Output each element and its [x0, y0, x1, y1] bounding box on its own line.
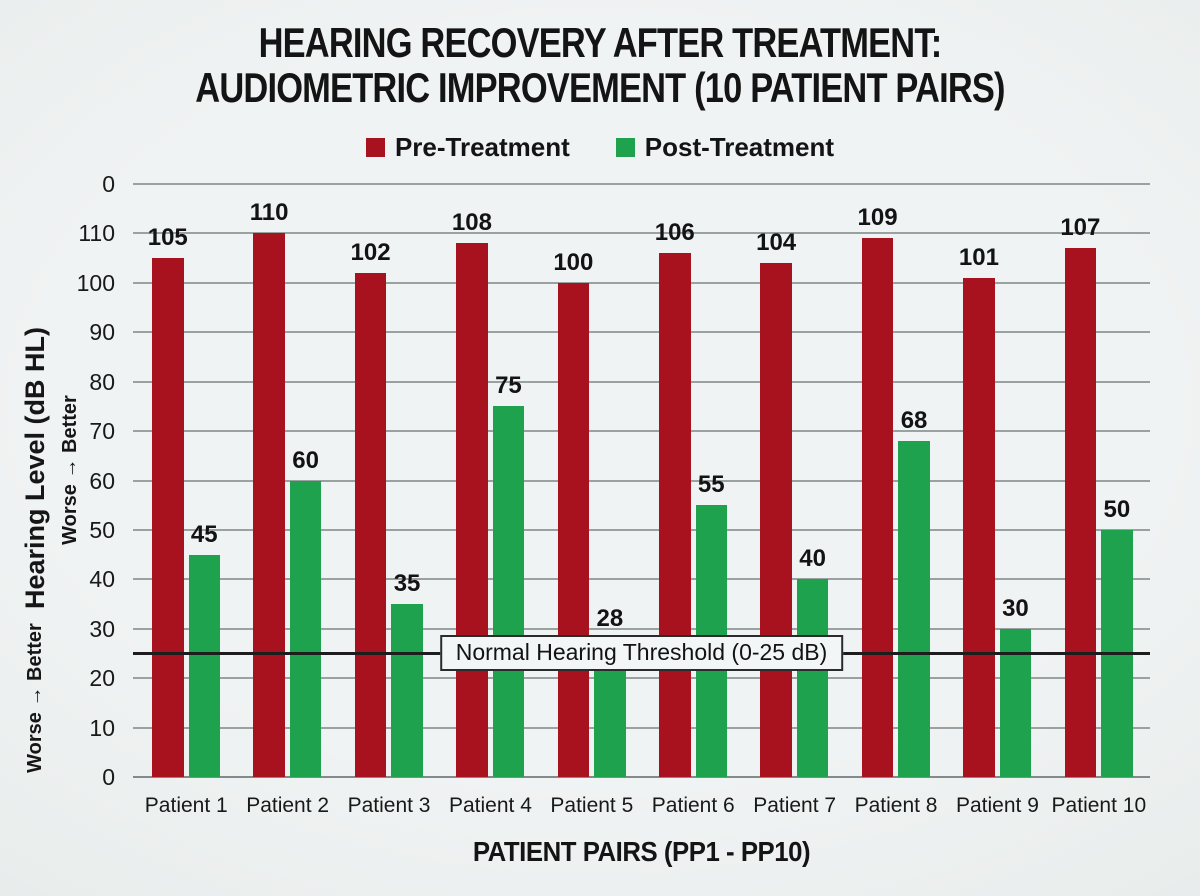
bar-pre-treatment-patient-6 [659, 253, 691, 777]
chart-title: HEARING RECOVERY AFTER TREATMENT: AUDIOM… [108, 20, 1092, 110]
y-tick-label: 100 [76, 269, 115, 296]
bar-value-label: 55 [697, 471, 725, 499]
gridline-110 [133, 232, 1150, 235]
bar-value-label: 105 [147, 224, 188, 252]
bar-value-label: 60 [292, 446, 319, 474]
bar-pre-treatment-patient-2 [253, 233, 285, 777]
gridline-0 [133, 776, 1150, 778]
gridline-70 [133, 430, 1150, 433]
y-tick-label: 10 [89, 714, 115, 741]
y-axis-direction-note-lower: Worse → Better [24, 623, 46, 773]
y-tick-label: 20 [89, 665, 115, 692]
bar-value-label: 107 [1060, 214, 1101, 242]
gridline-60 [133, 479, 1150, 482]
legend-item-post-treatment: Post-Treatment [615, 132, 835, 163]
bar-value-label: 35 [393, 570, 421, 598]
gridline-90 [133, 331, 1150, 334]
bar-pre-treatment-patient-3 [354, 272, 387, 777]
bar-pre-treatment-patient-10 [1064, 248, 1097, 777]
bar-value-label: 108 [451, 209, 492, 237]
bar-post-treatment-patient-8 [898, 440, 930, 777]
plot-area: 0 110 100 90 80 70 60 50 40 30 20 10 0 105 45 110 60 102 3… [77, 171, 1150, 790]
bar-pre-treatment-patient-7 [760, 263, 792, 777]
bar-post-treatment-patient-1 [188, 554, 220, 777]
post-treatment-swatch-icon [615, 138, 635, 157]
bar-pre-treatment-patient-5 [557, 282, 590, 777]
y-tick-label: 0 [102, 764, 115, 790]
bar-value-label: 45 [190, 520, 218, 548]
bar-value-label: 109 [857, 204, 898, 232]
legend-label-post: Post-Treatment [644, 132, 835, 162]
y-tick-label: 90 [89, 319, 115, 346]
bar-pre-treatment-patient-4 [456, 243, 488, 777]
legend: Pre-Treatment Post-Treatment [0, 132, 1200, 163]
y-tick-label: 50 [89, 516, 115, 543]
legend-label-pre: Pre-Treatment [394, 132, 570, 162]
x-axis-title: PATIENT PAIRS (PP1 - PP10) [472, 836, 811, 867]
gridline-30 [133, 627, 1150, 630]
y-tick-label: 70 [89, 418, 115, 445]
bar-post-treatment-patient-3 [391, 604, 423, 777]
gridline-50 [133, 528, 1150, 531]
x-tick-label: Patient 6 [651, 794, 735, 817]
x-tick-label: Patient 3 [347, 794, 431, 817]
x-tick-label: Patient 4 [448, 794, 532, 817]
bar-post-treatment-patient-2 [289, 480, 322, 777]
pre-treatment-swatch-icon [365, 138, 385, 157]
bar-post-treatment-patient-4 [492, 406, 525, 777]
gridline-10 [133, 726, 1150, 729]
normal-hearing-threshold-annotation: Normal Hearing Threshold (0-25 dB) [439, 635, 844, 672]
bar-value-label: 102 [350, 238, 391, 266]
chart-title-line1: HEARING RECOVERY AFTER TREATMENT: [258, 19, 943, 66]
bar-value-label: 104 [756, 229, 797, 257]
legend-item-pre-treatment: Pre-Treatment [365, 132, 570, 163]
x-tick-label: Patient 7 [753, 794, 837, 817]
bar-value-label: 106 [654, 219, 695, 247]
y-tick-label: 0 [102, 171, 115, 197]
bar-value-label: 50 [1103, 495, 1131, 523]
bar-value-label: 68 [900, 406, 928, 434]
gridline-80 [133, 380, 1150, 383]
x-tick-label: Patient 9 [955, 794, 1039, 817]
bar-value-label: 110 [249, 199, 289, 227]
x-tick-label: Patient 8 [854, 794, 938, 817]
y-tick-label: 110 [78, 220, 115, 247]
bar-value-label: 40 [799, 545, 826, 573]
chart-title-line2: AUDIOMETRIC IMPROVEMENT (10 PATIENT PAIR… [195, 64, 1005, 111]
x-tick-label: Patient 2 [246, 794, 330, 817]
y-tick-label: 40 [89, 566, 115, 593]
x-tick-label: Patient 1 [144, 794, 228, 817]
y-tick-label: 80 [89, 368, 115, 395]
bar-post-treatment-patient-7 [796, 579, 829, 777]
x-tick-label: Patient 10 [1051, 794, 1147, 817]
y-tick-label: 30 [89, 615, 115, 642]
gridline-100 [133, 281, 1150, 284]
bar-value-label: 75 [495, 372, 522, 400]
bar-pre-treatment-patient-8 [861, 238, 894, 777]
gridline-20 [133, 677, 1150, 680]
y-axis-title: Hearing Level (dB HL) [20, 326, 50, 610]
y-tick-label: 60 [89, 467, 115, 494]
bar-value-label: 100 [553, 248, 594, 276]
gridline-40 [133, 578, 1150, 581]
bar-pre-treatment-patient-9 [963, 277, 995, 777]
bar-value-label: 28 [596, 604, 624, 632]
bar-value-label: 101 [958, 243, 999, 271]
bar-value-label: 30 [1002, 594, 1029, 622]
x-tick-label: Patient 5 [550, 794, 634, 817]
bar-pre-treatment-patient-1 [152, 258, 184, 777]
gridline-120 [133, 183, 1150, 185]
